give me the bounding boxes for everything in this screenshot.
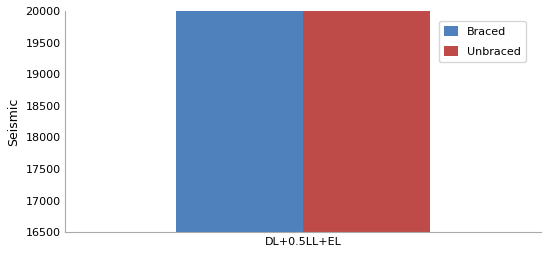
Y-axis label: Seismic: Seismic (7, 97, 20, 146)
Legend: Braced, Unbraced: Braced, Unbraced (439, 21, 526, 62)
Bar (303, 0, 430, 232)
Bar (176, 0, 303, 232)
